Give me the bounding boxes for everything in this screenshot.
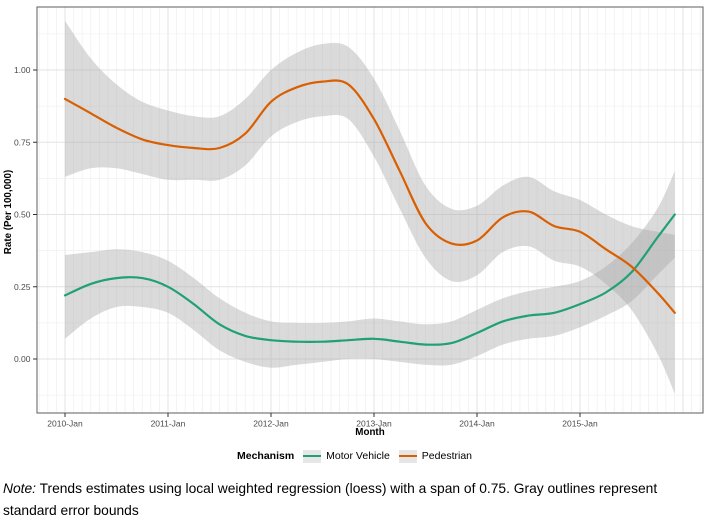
x-tick-label: 2015-Jan (562, 419, 598, 429)
note-body: Trends estimates using local weighted re… (3, 481, 658, 519)
legend-item-motor-vehicle: Motor Vehicle (303, 449, 390, 463)
legend-label-motor-vehicle: Motor Vehicle (326, 450, 390, 462)
axis-ticks (33, 69, 581, 417)
legend-key-motor-vehicle (303, 449, 322, 463)
legend: Mechanism Motor Vehicle Pedestrian (0, 448, 709, 464)
x-tick-label: 2011-Jan (151, 419, 186, 429)
legend-item-pedestrian: Pedestrian (398, 449, 472, 463)
legend-label-pedestrian: Pedestrian (421, 450, 472, 462)
legend-key-pedestrian (398, 449, 417, 463)
plot-area (63, 20, 676, 394)
pedestrian-se-ribbon (65, 20, 675, 394)
y-tick-label: 1.00 (14, 65, 31, 75)
motor-vehicle-line-swatch (303, 455, 322, 458)
motor-vehicle-se-ribbon (65, 171, 675, 368)
y-tick-label: 0.00 (14, 354, 31, 364)
y-tick-label: 0.25 (14, 282, 31, 292)
motor-vehicle-trend-line (63, 213, 676, 346)
y-tick-label: 0.75 (14, 137, 31, 147)
x-axis-title: Month (355, 427, 384, 438)
x-tick-label: 2012-Jan (253, 419, 289, 429)
x-tick-label: 2010-Jan (47, 419, 83, 429)
trend-line-chart: 2010-Jan 2011-Jan 2012-Jan 2013-Jan 2014-Jan… (3, 6, 704, 438)
major-gridlines (37, 7, 703, 413)
axis-tick-labels: 2010-Jan 2011-Jan 2012-Jan 2013-Jan 2014-Jan… (14, 65, 598, 429)
y-tick-label: 0.50 (14, 210, 31, 220)
legend-title: Mechanism (236, 450, 295, 462)
note-caption: Note: Trends estimates using local weigh… (0, 478, 709, 522)
minor-gridlines (37, 7, 703, 413)
pedestrian-line-swatch (398, 455, 417, 458)
x-tick-label: 2014-Jan (459, 419, 495, 429)
note-prefix: Note: (3, 481, 36, 496)
x-tick-label: 2013-Jan (356, 419, 392, 429)
y-axis-title: Rate (Per 100,000) (3, 170, 14, 254)
panel-border (36, 6, 704, 414)
pedestrian-trend-line (63, 79, 676, 314)
